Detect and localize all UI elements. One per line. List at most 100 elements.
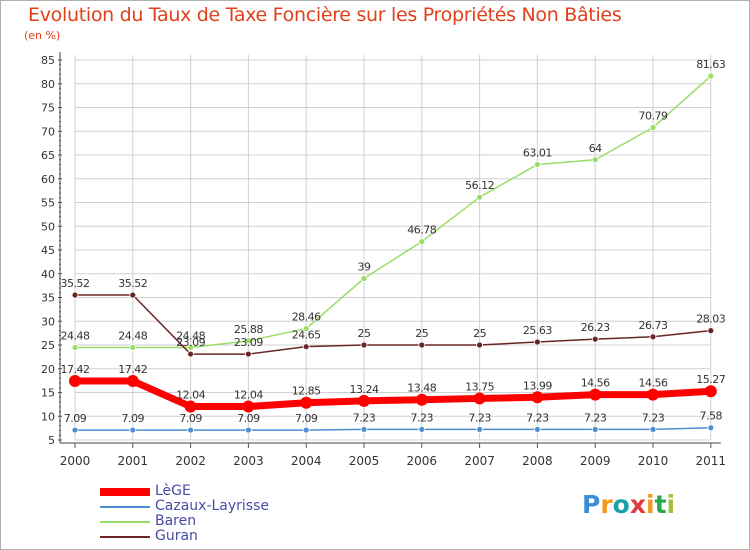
y-tick-label: 30 (41, 315, 55, 328)
data-point (126, 375, 139, 388)
logo-letter: i (646, 490, 655, 519)
y-tick-label: 35 (41, 292, 55, 305)
data-label: 25.63 (523, 324, 552, 337)
data-point (71, 344, 79, 351)
y-tick-label: 65 (41, 149, 55, 162)
logo-letter: i (666, 490, 676, 519)
data-point (358, 394, 370, 407)
data-label: 24.65 (292, 329, 321, 342)
data-label: 26.73 (639, 319, 668, 332)
data-point (71, 426, 79, 434)
data-point (360, 341, 368, 349)
x-tick-label: 2010 (638, 454, 669, 468)
chart-plot: 5 10 15 20 25 30 35 40 45 50 55 60 65 70 75 80 85 2000 200… (41, 52, 727, 468)
data-point (473, 392, 486, 405)
data-label: 35.52 (61, 277, 90, 290)
data-point (591, 335, 599, 343)
legend-item: Baren (100, 513, 360, 529)
y-tick-label: 40 (41, 268, 55, 281)
x-tick-label: 2002 (175, 454, 206, 468)
legend-swatch (100, 488, 150, 496)
data-point (704, 385, 717, 398)
legend: LèGE Cazaux-Layrisse Baren Guran (100, 483, 360, 544)
data-point (244, 337, 252, 345)
data-point (300, 396, 313, 409)
legend-label: Cazaux-Layrisse (155, 498, 270, 514)
data-label: 46.78 (407, 224, 436, 237)
data-label: 12.85 (292, 385, 321, 398)
series-line (71, 377, 715, 411)
y-tick-label: 60 (41, 173, 55, 186)
data-point (242, 400, 255, 413)
y-tick-label: 5 (48, 434, 55, 447)
data-label: 64 (589, 142, 602, 155)
data-point (534, 161, 541, 168)
data-point (415, 393, 428, 406)
data-label: 25 (415, 327, 428, 340)
data-point (591, 426, 599, 433)
x-tick-label: 2011 (696, 454, 727, 468)
data-point (418, 341, 426, 349)
data-point (418, 238, 426, 245)
logo-letter: x (629, 490, 646, 519)
data-label: 14.56 (639, 377, 668, 390)
data-point (244, 426, 252, 434)
series-line (74, 294, 712, 355)
data-label: 15.27 (696, 373, 725, 386)
data-label: 7.09 (179, 412, 202, 425)
data-label: 12.04 (234, 389, 263, 402)
data-point (302, 426, 310, 434)
data-point (534, 426, 541, 433)
data-point (187, 426, 195, 434)
data-point (71, 291, 79, 299)
data-label: 26.23 (581, 321, 610, 334)
data-point (531, 391, 544, 404)
data-label: 7.09 (295, 412, 318, 425)
legend-swatch (100, 521, 150, 523)
data-label: 35.52 (118, 277, 147, 290)
data-label: 7.58 (700, 410, 723, 423)
data-label: 12.04 (176, 389, 205, 402)
legend-item: LèGE (100, 483, 360, 499)
data-point (589, 388, 602, 401)
data-label: 7.09 (122, 412, 145, 425)
data-point (69, 375, 81, 388)
logo-letter: o (612, 490, 630, 519)
logo-letter: t (654, 490, 667, 519)
x-tick-label: 2000 (60, 454, 91, 468)
data-point (184, 400, 197, 413)
data-label: 23.09 (234, 336, 263, 349)
y-tick-label: 85 (41, 54, 55, 67)
legend-label: LèGE (155, 483, 191, 499)
series-line (74, 426, 712, 431)
data-label: 24.48 (176, 329, 205, 342)
data-label: 70.79 (639, 109, 668, 122)
unit-label: (en %) (24, 29, 61, 42)
data-point (476, 426, 484, 433)
x-tick-label: 2004 (291, 454, 322, 468)
data-point (244, 350, 252, 358)
x-tick-label: 2008 (522, 454, 553, 468)
data-point (534, 338, 541, 346)
data-point (129, 344, 137, 351)
y-tick-label: 25 (41, 339, 55, 352)
y-tick-label: 50 (41, 220, 55, 233)
data-point (476, 341, 484, 349)
data-label: 23.09 (176, 336, 205, 349)
data-point (649, 426, 657, 433)
x-tick-label: 2006 (407, 454, 438, 468)
data-point (591, 156, 599, 164)
data-label: 13.48 (407, 382, 436, 395)
data-label: 25.88 (234, 323, 263, 336)
legend-label: Baren (155, 513, 197, 529)
data-label: 24.48 (61, 329, 90, 342)
data-label: 7.23 (584, 411, 607, 424)
y-tick-label: 55 (41, 197, 55, 210)
data-label: 25 (358, 327, 371, 340)
data-label: 56.12 (465, 179, 494, 192)
data-label: 81.63 (696, 58, 725, 71)
data-label: 17.42 (61, 363, 90, 376)
proxiti-logo: Proxiti (582, 490, 675, 519)
series-line (74, 75, 712, 349)
data-point (129, 291, 137, 299)
